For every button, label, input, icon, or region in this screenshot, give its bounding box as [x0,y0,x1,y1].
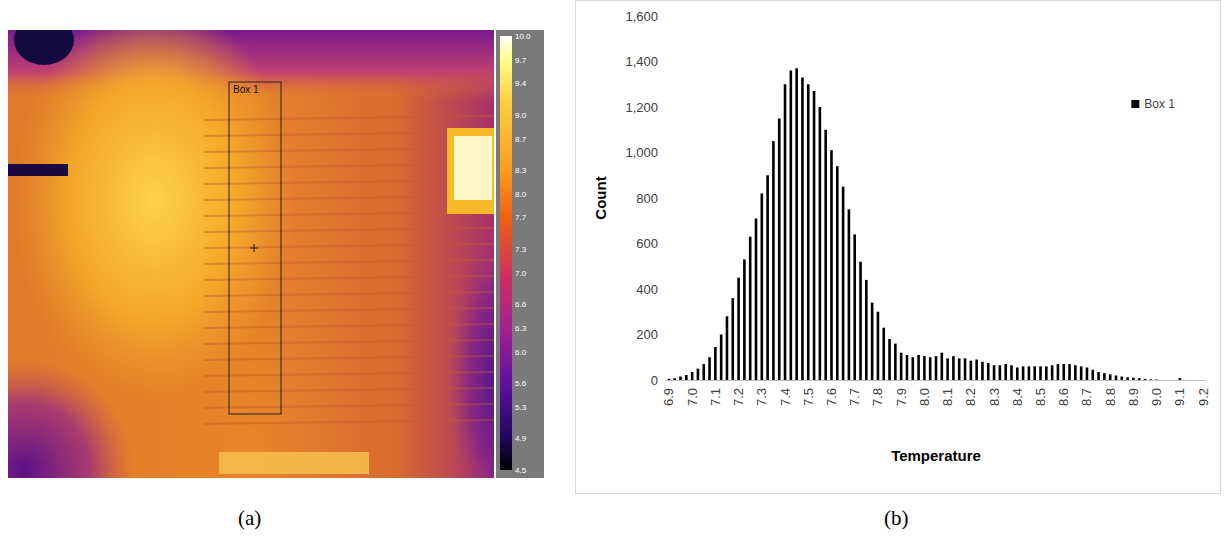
svg-text:7.7: 7.7 [847,388,862,406]
svg-text:6.9: 6.9 [661,388,676,406]
svg-text:1,000: 1,000 [625,145,658,160]
svg-text:7.2: 7.2 [731,388,746,406]
svg-text:4.5: 4.5 [515,466,527,475]
svg-text:7.0: 7.0 [685,388,700,406]
svg-text:7.1: 7.1 [708,388,723,406]
svg-text:7.6: 7.6 [824,388,839,406]
svg-text:7.3: 7.3 [754,388,769,406]
svg-text:7.9: 7.9 [894,388,909,406]
svg-text:0: 0 [651,373,658,388]
svg-text:8.7: 8.7 [515,135,527,144]
svg-text:9.4: 9.4 [515,79,527,88]
svg-text:6.0: 6.0 [515,348,527,357]
html-text:(b): (b) [884,506,909,530]
svg-text:1,600: 1,600 [625,9,658,24]
svg-text:8.1: 8.1 [940,388,955,406]
svg-text:8.3: 8.3 [515,166,527,175]
svg-text:8.0: 8.0 [515,190,527,199]
svg-text:800: 800 [636,191,658,206]
svg-text:8.2: 8.2 [963,388,978,406]
svg-text:5.6: 5.6 [515,379,527,388]
svg-text:6.3: 6.3 [515,324,527,333]
svg-text:8.5: 8.5 [1033,388,1048,406]
svg-text:Box 1: Box 1 [233,84,259,95]
svg-text:600: 600 [636,236,658,251]
svg-text:200: 200 [636,327,658,342]
svg-text:10.0: 10.0 [515,32,531,41]
svg-text:9.2: 9.2 [1196,388,1211,406]
svg-text:6.6: 6.6 [515,300,527,309]
svg-text:4.9: 4.9 [515,434,527,443]
svg-text:1,400: 1,400 [625,54,658,69]
svg-text:9.0: 9.0 [1149,388,1164,406]
svg-text:7.7: 7.7 [515,213,527,222]
svg-text:9.0: 9.0 [515,111,527,120]
svg-text:8.7: 8.7 [1079,388,1094,406]
svg-text:9.7: 9.7 [515,56,527,65]
svg-text:400: 400 [636,282,658,297]
svg-text:8.6: 8.6 [1056,388,1071,406]
svg-text:8.0: 8.0 [917,388,932,406]
svg-text:Box 1: Box 1 [1144,97,1175,111]
svg-text:9.1: 9.1 [1172,388,1187,406]
svg-text:1,200: 1,200 [625,100,658,115]
svg-text:Count: Count [592,176,609,219]
svg-text:8.4: 8.4 [1010,388,1025,406]
svg-text:Temperature: Temperature [891,447,981,464]
html-text:(a): (a) [238,506,262,530]
svg-text:7.0: 7.0 [515,269,527,278]
svg-text:8.8: 8.8 [1103,388,1118,406]
svg-text:8.3: 8.3 [987,388,1002,406]
svg-text:7.8: 7.8 [870,388,885,406]
svg-text:7.3: 7.3 [515,245,527,254]
svg-text:5.3: 5.3 [515,403,527,412]
svg-text:8.9: 8.9 [1126,388,1141,406]
svg-text:7.5: 7.5 [801,388,816,406]
svg-text:7.4: 7.4 [778,388,793,406]
